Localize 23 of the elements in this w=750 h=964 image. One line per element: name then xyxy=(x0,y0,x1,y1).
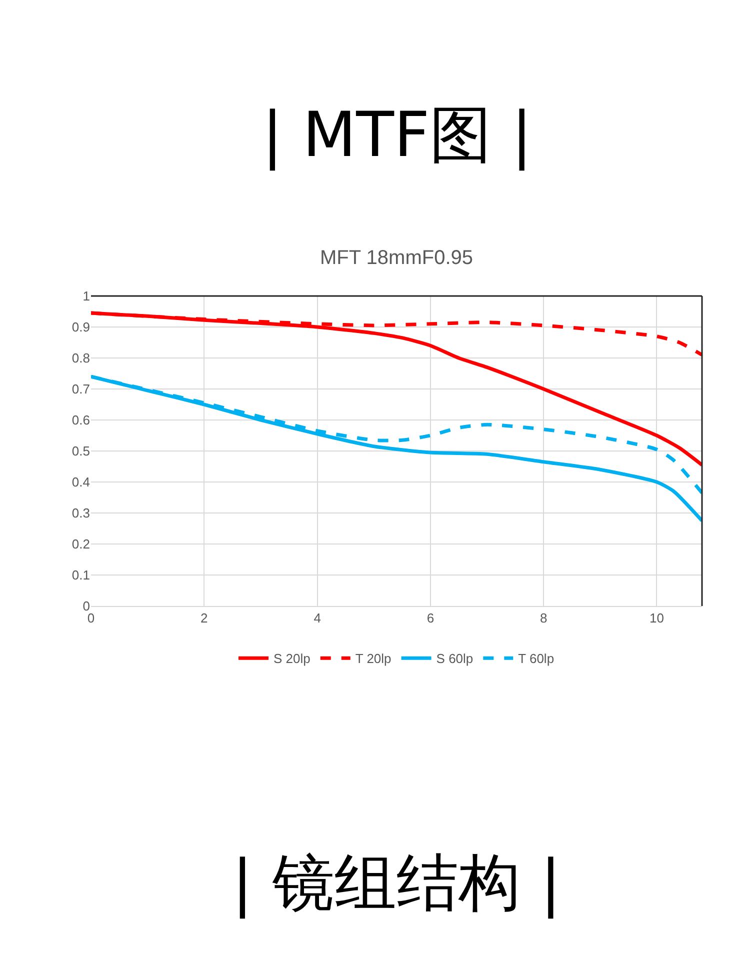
y-tick-label: 0.1 xyxy=(72,568,90,583)
y-tick-label: 0.2 xyxy=(72,536,90,552)
text: | 镜组结构 | xyxy=(232,846,562,919)
legend-label: T 60lp xyxy=(518,651,554,666)
legend-label: S 20lp xyxy=(274,651,310,666)
y-tick-label: 0.6 xyxy=(72,412,90,428)
chart-title: MFT 18mmF0.95 xyxy=(320,247,473,269)
y-tick-label: 0.7 xyxy=(72,382,90,397)
x-tick-label: 8 xyxy=(540,610,548,626)
x-tick-label: 2 xyxy=(200,610,208,626)
y-tick-label: 0.8 xyxy=(72,350,90,366)
legend-label: T 20lp xyxy=(355,651,392,666)
y-tick-label: 1 xyxy=(82,288,90,304)
text: | MTF图 | xyxy=(262,98,532,171)
y-tick-label: 0 xyxy=(82,598,90,614)
y-tick-label: 0.4 xyxy=(72,474,90,490)
x-tick-label: 6 xyxy=(426,610,434,626)
y-tick-label: 0.3 xyxy=(72,506,90,521)
y-tick-label: 0.9 xyxy=(72,320,90,335)
x-tick-label: 10 xyxy=(650,610,664,626)
legend-label: S 60lp xyxy=(436,651,474,666)
y-tick-label: 0.5 xyxy=(72,444,90,459)
x-tick-label: 4 xyxy=(314,610,321,626)
